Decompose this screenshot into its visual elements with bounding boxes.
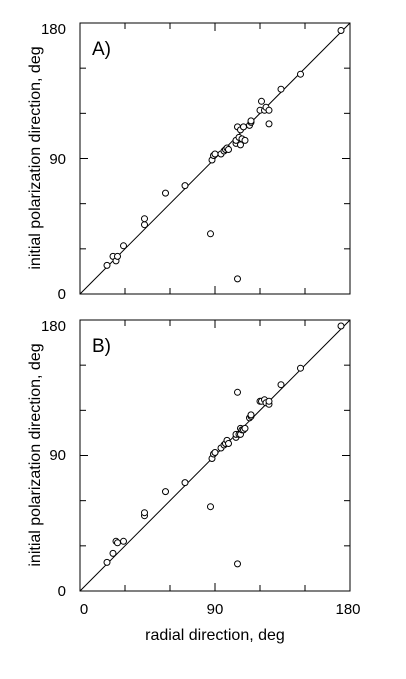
panel-b-y-axis-title: initial polarization direction, deg — [27, 343, 44, 566]
data-point — [181, 182, 189, 190]
data-point — [277, 85, 285, 93]
data-point — [297, 70, 304, 78]
data-point — [225, 440, 232, 447]
panel-a-y-tick-label: 90 — [49, 151, 66, 168]
panel-a-label: A) — [92, 39, 111, 60]
panel-b-label: B) — [92, 336, 111, 357]
panel-b-y-tick-label: 90 — [49, 447, 66, 464]
panel-b-points — [103, 322, 345, 568]
data-point — [234, 560, 241, 568]
data-point — [114, 252, 121, 260]
data-point — [225, 146, 232, 153]
data-point — [241, 424, 249, 432]
data-point — [114, 539, 121, 547]
data-point — [241, 136, 249, 144]
data-point — [120, 242, 127, 250]
data-point — [247, 117, 255, 125]
data-point — [211, 150, 219, 158]
data-point — [181, 479, 189, 487]
data-point — [277, 381, 285, 389]
data-point — [247, 411, 255, 419]
data-point — [162, 189, 169, 197]
panel-a-points — [103, 27, 345, 283]
data-point — [240, 123, 247, 131]
data-point — [297, 364, 304, 372]
data-point — [207, 230, 214, 238]
data-point — [109, 549, 117, 557]
data-point — [162, 488, 169, 496]
panel-b-y-tick-label: 0 — [58, 583, 66, 600]
data-point — [265, 106, 273, 114]
panel-a-y-tick-label: 0 — [58, 286, 66, 303]
data-point — [141, 215, 148, 223]
data-point — [120, 537, 127, 545]
data-point — [265, 120, 273, 128]
panel-b-x-tick-label: 180 — [335, 601, 360, 618]
data-point — [103, 558, 111, 566]
panel-b-x-tick-label: 0 — [80, 601, 88, 618]
panel-a-y-tick-label: 180 — [41, 21, 66, 38]
data-point — [234, 388, 241, 396]
panel-a-ticks — [80, 23, 350, 294]
data-point — [337, 322, 345, 330]
panel-a-y-tick-labels: 0 90 180 — [41, 21, 66, 303]
data-point — [258, 97, 265, 105]
data-point — [103, 261, 111, 269]
data-point — [234, 275, 241, 283]
x-axis-title: radial direction, deg — [145, 627, 285, 644]
data-point — [207, 503, 214, 511]
data-point — [141, 221, 148, 229]
panel-b-x-tick-labels: 0 90 180 — [80, 601, 361, 618]
data-point — [141, 509, 148, 517]
panel-b-ticks — [80, 320, 350, 591]
panel-a: 0 90 180 A) initial polarization directi… — [27, 21, 351, 303]
panel-a-y-axis-title: initial polarization direction, deg — [27, 46, 44, 269]
panel-b-x-tick-label: 90 — [207, 601, 224, 618]
data-point — [211, 449, 219, 456]
panel-b-y-tick-labels: 0 90 180 — [41, 318, 66, 600]
data-point — [265, 397, 273, 405]
data-point — [337, 27, 345, 34]
panel-b-y-tick-label: 180 — [41, 318, 66, 335]
panel-b: 0 90 180 0 90 180 B) initial polarizatio… — [27, 318, 361, 644]
